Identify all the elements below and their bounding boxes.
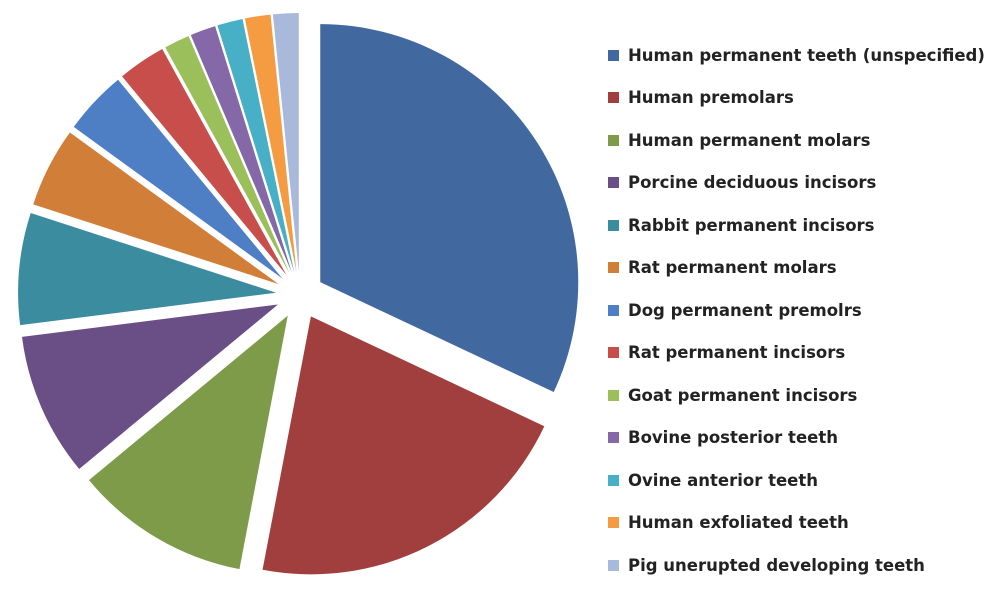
legend-label: Human premolars	[628, 88, 794, 108]
pie-slice	[18, 213, 277, 326]
legend-swatch	[608, 177, 619, 189]
pie-slice	[33, 132, 279, 285]
legend-swatch	[608, 262, 619, 274]
legend-item: Ovine anterior teeth	[608, 459, 988, 502]
legend-item: Rabbit permanent incisors	[608, 204, 988, 247]
legend-swatch	[608, 347, 619, 359]
legend-swatch	[608, 49, 619, 61]
legend-swatch	[608, 474, 619, 486]
legend-item: Human premolars	[608, 77, 988, 120]
legend-label: Dog permanent premolrs	[628, 300, 862, 320]
legend-item: Dog permanent premolrs	[608, 289, 988, 332]
pie-slice	[122, 49, 287, 276]
pie-slice	[88, 315, 288, 570]
legend-item: Goat permanent incisors	[608, 374, 988, 417]
legend-label: Ovine anterior teeth	[628, 470, 818, 490]
pie-slice	[165, 35, 290, 274]
legend-label: Porcine deciduous incisors	[628, 173, 877, 193]
legend-label: Human exfoliated teeth	[628, 513, 849, 533]
legend-item: Rat permanent incisors	[608, 332, 988, 375]
legend-label: Rat permanent incisors	[628, 343, 846, 363]
pie-slice	[217, 18, 295, 272]
legend-swatch	[608, 517, 619, 529]
legend-item: Human exfoliated teeth	[608, 502, 988, 545]
legend-swatch	[608, 389, 619, 401]
pie-slice	[272, 13, 299, 272]
pie-slice	[262, 316, 545, 575]
legend-item: Pig unerupted developing teeth	[608, 544, 988, 587]
pie-chart-area	[18, 13, 579, 575]
pie-slice	[73, 79, 283, 279]
pie-slice	[190, 26, 292, 273]
legend-swatch	[608, 219, 619, 231]
legend-label: Bovine posterior teeth	[628, 428, 838, 448]
pie-slice	[320, 24, 579, 392]
legend-item: Bovine posterior teeth	[608, 417, 988, 460]
legend-item: Human permanent teeth (unspecified)	[608, 34, 988, 77]
legend-label: Human permanent molars	[628, 130, 871, 150]
chart-legend: Human permanent teeth (unspecified) Human…	[608, 34, 988, 587]
legend-item: Human permanent molars	[608, 119, 988, 162]
legend-label: Pig unerupted developing teeth	[628, 555, 925, 575]
legend-item: Porcine deciduous incisors	[608, 162, 988, 205]
pie-slice	[22, 304, 278, 469]
legend-swatch	[608, 304, 619, 316]
legend-label: Human permanent teeth (unspecified)	[628, 45, 985, 65]
legend-label: Rabbit permanent incisors	[628, 215, 875, 235]
legend-item: Rat permanent molars	[608, 247, 988, 290]
legend-label: Goat permanent incisors	[628, 385, 858, 405]
legend-swatch	[608, 134, 619, 146]
legend-label: Rat permanent molars	[628, 258, 837, 278]
legend-swatch	[608, 432, 619, 444]
legend-swatch	[608, 92, 619, 104]
pie-slice	[244, 14, 297, 272]
pie-chart	[18, 13, 579, 575]
legend-swatch	[608, 559, 619, 571]
